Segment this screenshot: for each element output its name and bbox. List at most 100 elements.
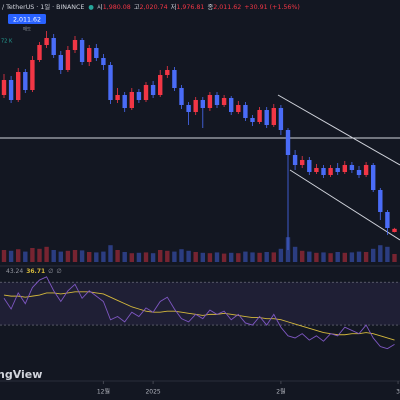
volume-bar bbox=[378, 245, 383, 262]
candle-body bbox=[229, 98, 234, 112]
watermark: ngView bbox=[0, 368, 42, 381]
x-tick-label: 2월 bbox=[276, 388, 285, 396]
candle-body bbox=[1, 80, 7, 95]
price-label-box bbox=[8, 14, 46, 24]
rsi-label: 43.24 36.71 ∅ ∅ bbox=[6, 268, 62, 275]
candle-body bbox=[158, 75, 163, 95]
volume-bar bbox=[165, 250, 170, 262]
candle-body bbox=[214, 95, 220, 105]
volume-bar bbox=[101, 251, 106, 262]
candle-body bbox=[23, 72, 28, 90]
candle-body bbox=[257, 110, 262, 122]
layout bbox=[0, 94, 400, 382]
volume-bar bbox=[385, 246, 390, 262]
volume-bar bbox=[356, 251, 362, 262]
ohlc-label: 종 bbox=[207, 3, 213, 11]
volume-bar bbox=[129, 253, 134, 262]
price-label-note: 매도 bbox=[23, 26, 31, 33]
candle-body bbox=[335, 168, 340, 172]
volume-bar bbox=[314, 252, 319, 262]
candle-body bbox=[349, 165, 355, 170]
candle-body bbox=[264, 110, 269, 125]
candle-body bbox=[58, 55, 63, 70]
volume-bar bbox=[371, 248, 376, 262]
rsi-value: ∅ bbox=[56, 268, 61, 275]
change: +30.91 (+1.56%) bbox=[244, 4, 300, 11]
volume-bar bbox=[243, 251, 248, 262]
volume-bar bbox=[51, 250, 56, 262]
candle-body bbox=[385, 212, 390, 228]
volume-bar bbox=[271, 252, 276, 262]
candle-body bbox=[300, 160, 305, 165]
x-tick-label: 3 bbox=[396, 389, 400, 396]
volume-bar bbox=[200, 252, 205, 262]
volume-bar bbox=[307, 251, 312, 262]
candle-body bbox=[243, 105, 248, 118]
ohlc-label: 시 bbox=[97, 4, 103, 11]
candle-body bbox=[314, 168, 319, 172]
candle-body bbox=[278, 108, 284, 130]
candle-body bbox=[72, 40, 78, 50]
candle-body bbox=[8, 80, 14, 100]
candle-body bbox=[363, 165, 369, 175]
candle-body bbox=[172, 70, 177, 88]
rsi-value: 36.71 bbox=[26, 268, 45, 275]
volume-bar bbox=[72, 250, 78, 262]
x-tick-label: 12월 bbox=[97, 388, 110, 396]
volume-bar bbox=[143, 252, 149, 262]
ohlc-label: 저 bbox=[171, 2, 177, 11]
candle-body bbox=[136, 92, 142, 100]
volume-bar bbox=[193, 252, 198, 262]
volume-bar bbox=[16, 249, 21, 262]
channel-lower bbox=[289, 169, 400, 241]
candle-body bbox=[44, 38, 49, 45]
volume-bar bbox=[172, 251, 177, 262]
pair: / TetherUS · 1일 · BINANCE bbox=[2, 2, 84, 11]
ohlc-value: 2,020.74 bbox=[140, 4, 168, 11]
volume-bar bbox=[214, 252, 220, 262]
candle-body bbox=[143, 85, 149, 100]
candle-body bbox=[101, 58, 106, 65]
candle-body bbox=[16, 72, 21, 100]
volume-bar bbox=[363, 252, 369, 262]
candle-body bbox=[37, 45, 42, 60]
volume-bar bbox=[87, 252, 92, 262]
rsi-value: ∅ bbox=[48, 268, 53, 275]
x-tick-label: 2025 bbox=[145, 389, 160, 396]
volume-label: 72 K bbox=[1, 39, 13, 45]
candle-body bbox=[115, 95, 120, 100]
volume-bar bbox=[179, 249, 184, 262]
candle-body bbox=[129, 92, 134, 108]
candle-body bbox=[371, 165, 376, 190]
candle-body bbox=[378, 190, 383, 212]
volume-bar bbox=[122, 252, 127, 262]
ohlc-value: 1,980.08 bbox=[103, 4, 131, 11]
candle-body bbox=[236, 105, 241, 112]
volume-bar bbox=[37, 248, 42, 262]
candle-body bbox=[179, 88, 184, 105]
rsi-value: 43.24 bbox=[6, 268, 23, 275]
candle-body bbox=[292, 155, 298, 165]
candle-body bbox=[342, 165, 347, 172]
candle-body bbox=[356, 170, 362, 175]
volume-bar bbox=[236, 253, 241, 262]
volume-bar bbox=[79, 250, 85, 262]
candle-body bbox=[271, 108, 276, 125]
volume-bar bbox=[58, 251, 63, 262]
candle-body bbox=[150, 85, 156, 95]
volume-bar bbox=[23, 251, 28, 262]
volume-bar bbox=[264, 252, 269, 262]
volume-bar bbox=[65, 250, 71, 262]
volume-bar bbox=[108, 245, 113, 262]
candle-body bbox=[250, 118, 255, 122]
channel-upper bbox=[277, 94, 400, 166]
candle-body bbox=[307, 160, 312, 172]
candle-body bbox=[65, 50, 71, 70]
volume-bar bbox=[392, 254, 397, 262]
volume-bar bbox=[335, 252, 340, 262]
volume-bar bbox=[8, 250, 14, 262]
candle-body bbox=[221, 98, 227, 105]
volume-bar bbox=[292, 246, 298, 262]
ohlc-value: 2,011.62 bbox=[213, 4, 241, 11]
